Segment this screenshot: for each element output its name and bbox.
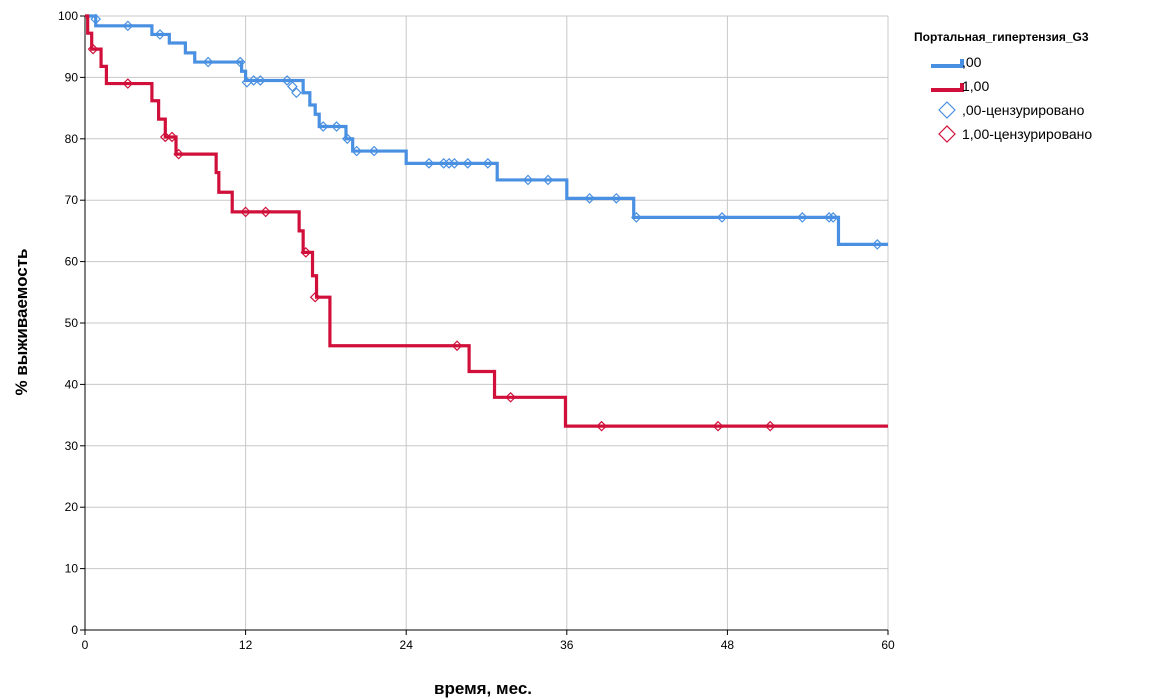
y-tick-label: 50 (65, 316, 79, 330)
legend-label: 1,00 (962, 78, 989, 94)
censor-marker (240, 206, 251, 218)
x-tick-label: 48 (721, 638, 735, 652)
censor-marker (281, 75, 293, 86)
censor-marker (234, 56, 246, 68)
censor-marker (542, 174, 554, 186)
y-tick-label: 30 (65, 439, 79, 453)
y-tick-label: 20 (65, 500, 79, 514)
survival-curves (85, 14, 888, 428)
censor-marker (584, 193, 595, 204)
y-tick-labels: 0 10 20 30 40 50 60 70 80 90 100 (58, 9, 78, 637)
censor-marker (871, 239, 883, 250)
censor-marker (260, 206, 272, 218)
y-axis-title: % выживаемость (12, 249, 31, 396)
censor-marker (712, 420, 724, 432)
censor-marker (827, 212, 839, 223)
y-tick-label: 0 (71, 623, 78, 637)
y-tick-label: 90 (65, 70, 79, 84)
censor-marker (764, 420, 776, 432)
legend-label: 1,00-цензурировано (962, 126, 1092, 142)
legend-censor-swatch (938, 101, 956, 119)
censor-marker (716, 212, 728, 223)
censor-marker (317, 121, 329, 132)
censor-marker (505, 391, 516, 403)
censor-marker (462, 158, 474, 169)
censor-marker (482, 158, 494, 169)
censor-marker (291, 87, 302, 99)
censor-marker (451, 340, 463, 352)
censor-marker (610, 193, 622, 204)
legend-line-swatch (931, 83, 964, 92)
x-tick-label: 0 (82, 638, 89, 652)
censor-marker (823, 212, 835, 223)
grid-lines (85, 15, 889, 630)
censor-marker (254, 75, 266, 86)
x-tick-label: 60 (881, 638, 895, 652)
legend-censor-swatch (938, 125, 956, 143)
censor-marker (796, 212, 808, 223)
censor-marker (122, 78, 134, 89)
axes (80, 15, 889, 635)
censor-marker (154, 29, 166, 40)
survival-line-0 (85, 14, 888, 247)
censor-marker (423, 158, 435, 169)
censor-marker (90, 13, 102, 25)
censor-marker (173, 148, 185, 160)
legend-line-swatch (931, 59, 964, 68)
censor-marker (122, 20, 134, 32)
censor-marker (368, 145, 380, 157)
censor-marker (309, 291, 321, 303)
censor-marker (331, 121, 342, 132)
y-tick-label: 70 (65, 193, 79, 207)
censor-marker (449, 158, 460, 169)
censor-marker (631, 212, 642, 223)
censor-marker (522, 174, 534, 186)
censor-marker (596, 420, 607, 432)
survival-line-1 (85, 14, 888, 428)
x-axis-title: время, мес. (434, 679, 532, 698)
legend-label: ,00 (962, 54, 982, 70)
censor-marker (341, 133, 353, 145)
x-tick-label: 12 (239, 638, 253, 652)
censor-marker (166, 131, 178, 143)
censor-marker (351, 145, 363, 157)
censor-marker (300, 247, 312, 258)
x-tick-labels: 0 12 24 36 48 60 (82, 638, 895, 652)
censor-markers (87, 13, 883, 432)
y-tick-label: 60 (65, 255, 79, 269)
legend: Портальная_гипертензия_G3 ,00 1,00 ,00-цен… (914, 30, 1092, 143)
y-tick-label: 40 (65, 377, 79, 391)
x-tick-label: 36 (560, 638, 574, 652)
y-tick-label: 100 (58, 9, 78, 23)
y-tick-label: 10 (65, 562, 79, 576)
legend-label: ,00-цензурировано (962, 102, 1085, 118)
censor-marker (287, 81, 298, 92)
censor-marker (87, 43, 99, 55)
censor-marker (202, 56, 214, 68)
y-tick-label: 80 (65, 132, 79, 146)
legend-title: Портальная_гипертензия_G3 (914, 30, 1089, 44)
x-tick-label: 24 (400, 638, 414, 652)
